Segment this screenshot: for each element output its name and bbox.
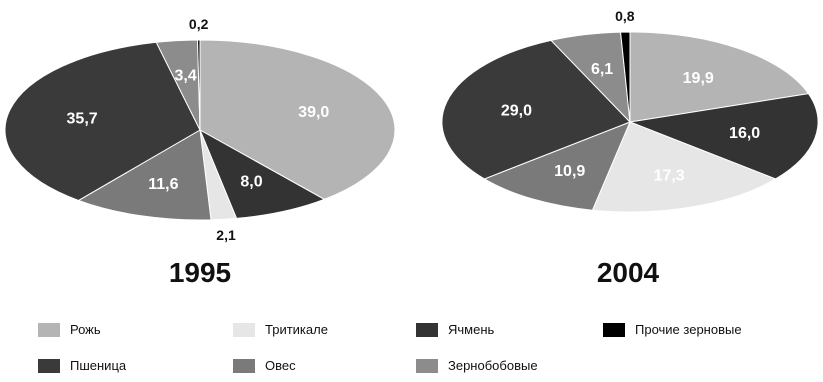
- legend-swatch-wheat: [38, 358, 60, 373]
- pie-slice-1995-oats: [77, 129, 212, 221]
- legend-label-other-grains: Прочие зерновые: [635, 322, 742, 337]
- legend-label-triticale: Тритикале: [265, 322, 328, 337]
- pie-chart-1995: 39,0 8,0 2,1 11,6 35,7 3,4 0,2: [4, 16, 396, 243]
- legend-item-wheat: Пшеница: [38, 358, 126, 373]
- slice-label-1995-barley: 8,0: [240, 173, 262, 190]
- slice-label-1995-legumes: 3,4: [174, 68, 196, 85]
- legend-item-legumes: Зернобобовые: [416, 358, 538, 373]
- pie-slice-2004-barley: [628, 93, 819, 180]
- legend-swatch-other-grains: [603, 322, 625, 337]
- pie-chart-2004: 19,9 16,0 17,3 10,9 29,0 6,1 0,8: [441, 8, 819, 213]
- slice-label-2004-barley: 16,0: [729, 125, 760, 142]
- legend-item-rye: Рожь: [38, 322, 101, 337]
- legend-label-barley: Ячмень: [448, 322, 495, 337]
- slice-label-2004-triticale: 17,3: [654, 168, 685, 185]
- slice-label-1995-other-grains: 0,2: [189, 16, 209, 32]
- legend-swatch-triticale: [233, 322, 255, 337]
- legend-item-oats: Овес: [233, 358, 296, 373]
- pie-slice-1995-barley: [198, 128, 326, 219]
- pie-charts: 39,0 8,0 2,1 11,6 35,7 3,4 0,2 19,9 16,0 17,3 10,…: [4, 8, 819, 288]
- legend-label-rye: Рожь: [70, 322, 101, 337]
- pie-slice-2004-rye: [629, 31, 810, 123]
- legend-swatch-rye: [38, 322, 60, 337]
- slice-label-2004-legumes: 6,1: [591, 61, 613, 78]
- legend-item-barley: Ячмень: [416, 322, 494, 337]
- legend-item-triticale: Тритикале: [233, 322, 328, 337]
- pie-slice-1995-wheat: [4, 41, 201, 201]
- slice-label-1995-wheat: 35,7: [67, 111, 98, 128]
- slice-label-2004-oats: 10,9: [554, 163, 585, 180]
- pie-slice-2004-wheat: [441, 39, 631, 180]
- slice-label-2004-rye: 19,9: [683, 70, 714, 87]
- slice-label-2004-other-grains: 0,8: [615, 8, 635, 24]
- pie-slice-1995-rye: [199, 39, 396, 200]
- legend-item-other-grains: Прочие зерновые: [603, 322, 742, 337]
- legend-swatch-barley: [416, 322, 438, 337]
- pie-slice-2004-other-grains: [620, 31, 631, 123]
- slice-label-2004-wheat: 29,0: [501, 102, 532, 119]
- chart-title-2004: 2004: [597, 257, 660, 288]
- slice-label-1995-triticale: 2,1: [216, 227, 236, 243]
- legend-swatch-legumes: [416, 358, 438, 373]
- pie-slice-2004-triticale: [591, 121, 777, 213]
- pie-slice-2004-oats: [483, 121, 631, 211]
- pie-slice-1995-other-grains: [197, 39, 201, 131]
- legend-label-wheat: Пшеница: [70, 358, 127, 373]
- slice-label-1995-oats: 11,6: [148, 176, 178, 193]
- legend-label-oats: Овес: [265, 358, 296, 373]
- legend-swatch-oats: [233, 358, 255, 373]
- slice-label-1995-rye: 39,0: [298, 104, 329, 121]
- chart-title-1995: 1995: [169, 257, 231, 288]
- legend-label-legumes: Зернобобовые: [448, 358, 538, 373]
